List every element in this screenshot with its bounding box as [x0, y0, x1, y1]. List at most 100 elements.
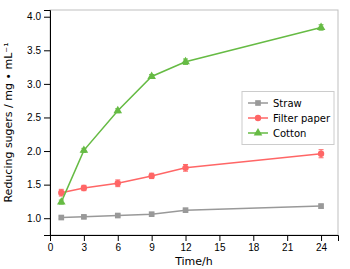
legend-item: Straw [248, 98, 302, 109]
legend-label: Straw [273, 98, 302, 109]
x-tick-label: 12 [180, 242, 192, 253]
x-tick-label: 0 [48, 242, 54, 253]
x-tick-mark [253, 235, 254, 241]
legend-item: Filter paper [248, 113, 331, 124]
point [81, 185, 87, 191]
x-tick: 15 [214, 235, 226, 253]
x-tick-mark [152, 235, 153, 241]
legend-marker [255, 100, 261, 106]
error-bar [81, 185, 86, 190]
y-tick-label: 2.5 [27, 112, 41, 123]
series-line [61, 206, 321, 217]
legend-marker [254, 128, 263, 135]
y-tick-label: 4.0 [27, 11, 41, 22]
y-axis: 1.0 1.5 2.0 2.5 3.0 3.5 4.0 [27, 11, 50, 236]
x-tick-mark [84, 235, 85, 241]
point [58, 189, 64, 195]
x-tick-label: 21 [282, 242, 294, 253]
y-tick-mark [44, 17, 50, 18]
x-tick-mark [219, 235, 220, 241]
legend-label: Cotton [273, 128, 306, 139]
plot-frame [50, 10, 338, 235]
x-tick-label: 9 [149, 242, 155, 253]
series-line [61, 154, 321, 193]
x-axis-line [51, 236, 339, 242]
error-bar [319, 204, 324, 208]
error-bar-line [81, 185, 86, 190]
x-axis-title: Time/h [174, 255, 213, 268]
y-tick: 1.0 [27, 213, 50, 224]
point [58, 215, 64, 221]
error-bar [183, 164, 188, 171]
x-tick-label: 18 [248, 242, 260, 253]
series [58, 150, 324, 196]
y-tick: 3.0 [27, 79, 50, 90]
x-tick-mark [186, 235, 187, 241]
error-bar [149, 173, 154, 178]
plot: 0 3 6 9 12 15 18 21 24 1.0 1.5 2.0 2.5 3.0 3.5 4.0 Straw… [27, 10, 338, 253]
x-tick-mark [287, 235, 288, 241]
x-tick: 12 [180, 235, 192, 253]
point [115, 180, 121, 186]
y-tick-label: 1.0 [27, 213, 41, 224]
y-tick-mark [44, 84, 50, 85]
x-tick: 6 [115, 235, 121, 253]
error-bar-line [319, 150, 324, 158]
error-bar-line [59, 189, 64, 196]
point [57, 197, 66, 204]
x-tick-mark [321, 235, 322, 241]
x-axis: 0 3 6 9 12 15 18 21 24 [48, 235, 339, 253]
x-tick: 3 [82, 235, 88, 253]
x-tick: 24 [316, 235, 328, 253]
x-tick-label: 15 [214, 242, 226, 253]
legend-marker [255, 115, 261, 121]
x-tick-mark [118, 235, 119, 241]
x-tick: 18 [248, 235, 260, 253]
y-tick: 1.5 [27, 179, 50, 190]
y-tick: 2.0 [27, 146, 50, 157]
y-tick-label: 3.0 [27, 79, 41, 90]
y-axis-line [44, 11, 51, 236]
chart: 0 3 6 9 12 15 18 21 24 1.0 1.5 2.0 2.5 3.0 3.5 4.0 Straw… [0, 0, 350, 269]
y-tick-label: 2.0 [27, 146, 41, 157]
y-tick-label: 3.5 [27, 45, 41, 56]
point [80, 145, 89, 152]
y-tick-mark [44, 151, 50, 152]
point [183, 207, 189, 213]
error-bar [59, 189, 64, 196]
y-tick: 3.5 [27, 45, 50, 56]
x-tick: 21 [282, 235, 294, 253]
error-bar-line [319, 204, 324, 208]
series [58, 203, 323, 220]
point [147, 72, 156, 79]
y-tick-mark [44, 117, 50, 118]
x-tick-label: 24 [316, 242, 328, 253]
point [318, 151, 324, 157]
y-tick: 2.5 [27, 112, 50, 123]
legend-label: Filter paper [273, 113, 331, 124]
x-tick: 9 [149, 235, 155, 253]
y-tick-mark [44, 185, 50, 186]
point [113, 106, 122, 113]
point [182, 165, 188, 171]
point [149, 211, 155, 217]
point [181, 57, 190, 64]
point [317, 22, 326, 29]
y-tick: 4.0 [27, 11, 50, 22]
point [148, 173, 154, 179]
y-tick-mark [44, 218, 50, 219]
legend-box [242, 92, 334, 145]
error-bar [115, 180, 120, 187]
point [318, 203, 324, 209]
y-axis-title: Reducing sugers / mg • mL⁻¹ [2, 42, 15, 202]
x-tick: 0 [48, 235, 54, 253]
error-bar-line [149, 173, 154, 178]
error-bar [319, 150, 324, 158]
point [81, 214, 87, 220]
point [115, 213, 121, 219]
x-tick-label: 3 [82, 242, 88, 253]
legend-item: Cotton [248, 128, 306, 139]
y-tick-mark [44, 50, 50, 51]
legend: Straw Filter paper Cotton [242, 92, 334, 145]
error-bar-line [183, 164, 188, 171]
